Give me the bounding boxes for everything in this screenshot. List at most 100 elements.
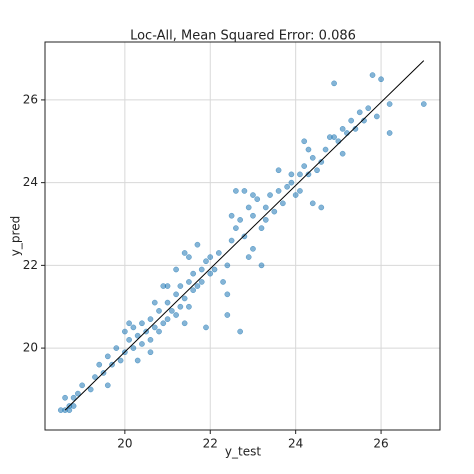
scatter-point — [318, 159, 325, 165]
scatter-point — [207, 254, 214, 260]
y-axis-label: y_pred — [9, 216, 23, 256]
scatter-point — [237, 217, 244, 223]
scatter-point — [241, 233, 248, 240]
scatter-point — [190, 287, 197, 294]
scatter-point — [228, 212, 235, 219]
scatter-point — [305, 171, 312, 178]
scatter-point — [305, 146, 312, 153]
scatter-point — [309, 200, 316, 207]
x-tick-label: 24 — [288, 437, 303, 451]
scatter-point — [275, 188, 282, 194]
scatter-point — [224, 291, 231, 298]
scatter-point — [117, 357, 124, 364]
scatter-point — [241, 188, 248, 194]
scatter-point — [352, 126, 359, 132]
scatter-point — [250, 192, 256, 198]
scatter-point — [181, 320, 188, 327]
scatter-point — [339, 126, 346, 132]
x-tick-label: 22 — [203, 437, 218, 451]
scatter-point — [70, 394, 77, 401]
chart-title: Loc-All, Mean Squared Error: 0.086 — [130, 29, 356, 44]
scatter-point — [220, 279, 226, 285]
scatter-point — [62, 394, 68, 401]
scatter-point — [280, 200, 286, 207]
scatter-point — [420, 101, 427, 107]
scatter-point — [186, 303, 192, 310]
scatter-point — [335, 138, 342, 145]
scatter-point — [228, 237, 235, 244]
scatter-point — [156, 328, 162, 335]
scatter-point — [211, 266, 218, 273]
scatter-point — [186, 279, 192, 285]
scatter-point — [198, 266, 205, 273]
scatter-point — [262, 217, 269, 223]
scatter-point — [147, 336, 154, 343]
scatter-point — [96, 361, 103, 368]
scatter-point — [250, 212, 256, 219]
y-tick-label: 26 — [23, 92, 38, 106]
scatter-point — [160, 283, 167, 289]
y-tick-label: 22 — [23, 258, 38, 272]
scatter-point — [130, 324, 137, 331]
scatter-point — [378, 76, 384, 83]
scatter-point — [245, 254, 252, 260]
scatter-point — [224, 312, 231, 318]
scatter-point — [271, 208, 278, 215]
scatter-point — [258, 262, 265, 269]
scatter-point — [194, 241, 201, 248]
scatter-point — [245, 204, 252, 211]
scatter-point — [207, 270, 214, 277]
scatter-point — [237, 328, 244, 335]
scatter-point — [122, 328, 128, 335]
scatter-point — [288, 179, 295, 186]
scatter-point — [66, 407, 73, 413]
scatter-point — [147, 316, 154, 322]
scatter-point — [198, 279, 205, 285]
scatter-point — [181, 250, 188, 256]
scatter-point — [386, 101, 393, 107]
scatter-point — [164, 299, 171, 306]
y-tick-label: 20 — [23, 341, 38, 355]
scatter-point — [126, 320, 132, 327]
scatter-point — [134, 357, 141, 364]
scatter-point — [156, 308, 162, 314]
scatter-point — [173, 312, 179, 318]
scatter-point — [104, 382, 111, 389]
scatter-point — [186, 254, 192, 260]
scatter-point — [173, 266, 179, 273]
scatter-point — [322, 146, 329, 153]
x-tick-label: 20 — [117, 437, 132, 451]
scatter-point — [173, 291, 179, 298]
plot-frame — [44, 41, 441, 431]
scatter-point — [356, 109, 363, 116]
scatter-point — [126, 336, 132, 343]
scatter-point — [331, 134, 337, 140]
scatter-point — [233, 188, 239, 194]
scatter-point — [224, 262, 231, 269]
x-tick-label: 26 — [373, 437, 388, 451]
scatter-point — [314, 167, 320, 174]
x-axis-label: y_test — [225, 445, 261, 459]
scatter-point — [267, 192, 273, 198]
scatter-point — [79, 382, 86, 389]
scatter-point — [348, 117, 355, 124]
y-tick-label: 24 — [23, 175, 38, 189]
scatter-point — [168, 308, 175, 314]
scatter-point — [134, 332, 141, 339]
scatter-point — [288, 171, 295, 178]
reference-line — [64, 60, 425, 411]
scatter-point — [301, 138, 308, 145]
scatter-point — [318, 204, 325, 211]
scatter-point — [369, 72, 376, 78]
scatter-point — [130, 345, 137, 351]
scatter-point — [164, 316, 171, 322]
scatter-point — [339, 150, 346, 157]
scatter-point — [233, 225, 239, 231]
scatter-point — [292, 192, 299, 198]
scatter-point — [151, 324, 158, 331]
scatter-point — [104, 353, 111, 360]
scatter-point — [386, 130, 393, 136]
scatter-point — [309, 154, 316, 161]
scatter-point — [254, 196, 261, 203]
